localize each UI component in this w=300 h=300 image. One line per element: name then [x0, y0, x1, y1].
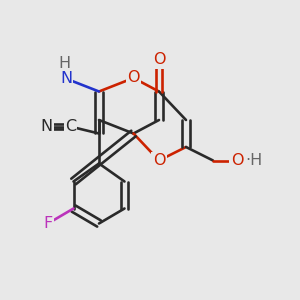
Text: O: O [153, 52, 165, 68]
Text: N: N [40, 119, 52, 134]
Text: C: C [65, 119, 76, 134]
Text: O: O [231, 153, 243, 168]
Text: O: O [127, 70, 140, 86]
Text: F: F [44, 216, 52, 231]
Text: H: H [58, 56, 70, 70]
Text: ·H: ·H [245, 153, 262, 168]
Text: N: N [60, 71, 72, 86]
Text: O: O [153, 153, 165, 168]
